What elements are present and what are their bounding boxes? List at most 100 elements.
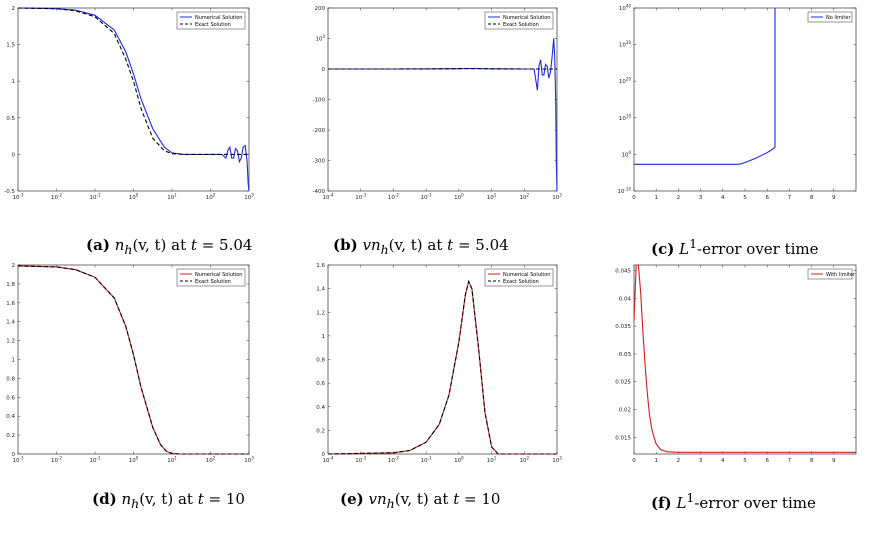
legend-label: Numerical Solution [195,15,242,21]
x-tick-label: 10-1 [90,193,101,202]
legend-label: Numerical Solution [503,272,550,278]
x-tick-label: 7 [788,195,792,201]
legend-label: Exact Solution [503,279,539,285]
legend-box [176,11,246,30]
x-tick-label: 9 [832,458,836,464]
y-tick-label: 0.035 [615,324,631,330]
y-tick-label: 2 [12,263,16,269]
y-tick-label: 1 [12,79,16,85]
legend-label: Numerical Solution [503,15,550,21]
y-tick-label: 10-10 [617,187,631,196]
legend-box [807,11,853,23]
x-tick-label: 10-3 [13,456,24,465]
y-tick-label: 0.025 [615,380,631,386]
x-tick-label: 4 [721,458,725,464]
x-tick-label: 100 [454,456,464,465]
legend-label: Numerical Solution [195,272,242,278]
y-tick-label: 0 [322,452,326,458]
plot-area [327,7,558,192]
x-tick-label: 100 [454,193,464,202]
x-tick-label: 10-1 [421,193,432,202]
series-line-no-limiter [634,8,776,165]
chart-panel-c: 0 1 2 3 4 5 6 7 8 9 10-10 100 1010 1020 1030 1040 No lim… [617,4,857,201]
x-tick-label: 1 [654,458,658,464]
x-tick-label: 103 [244,193,254,202]
y-tick-label: 1.4 [316,287,325,293]
y-tick-label: 0.4 [6,414,15,420]
y-tick-label: 1030 [619,40,632,49]
x-tick-label: 102 [206,193,216,202]
y-tick-label: 0.015 [615,435,631,441]
legend: No limiter [807,11,853,23]
y-tick-label: 0.2 [6,433,15,439]
caption-e: (e) vnh(v, t) at t = 10 [340,490,501,511]
caption-c: (c) L1-error over time [651,236,819,258]
x-tick-label: 10-2 [388,456,399,465]
legend: With limiter [807,268,856,280]
y-tick-label: 1.2 [316,310,325,316]
y-tick-label: -200 [313,128,326,134]
chart-panel-f: 0 1 2 3 4 5 6 7 8 9 0.015 0.02 0.025 0.03 0.035 0.04 0.0… [615,264,857,464]
plot-area [633,7,857,192]
caption-b: (b) vnh(v, t) at t = 5.04 [333,236,509,257]
y-tick-label: 0.4 [316,405,325,411]
chart-panel-d: 10-3 10-2 10-1 100 101 102 103 0 0.2 0.4 0.6 0.8 1 1.… [6,263,254,464]
y-tick-label: 0.5 [6,116,15,122]
y-tick-label: 1.6 [316,263,325,269]
y-tick-label: 0 [12,152,16,158]
y-tick-label: 100 [315,34,325,43]
y-tick-label: 1.5 [6,43,15,49]
y-tick-label: 0.8 [6,376,15,382]
series-line-exact-solution [17,265,249,455]
caption-d: (d) nh(v, t) at t = 10 [92,490,245,511]
y-tick-label: 1.2 [6,339,15,345]
legend-box [176,268,246,287]
y-tick-label: 200 [315,6,326,12]
series-line-with-limiter [633,264,856,453]
x-tick-label: 10-2 [388,193,399,202]
x-tick-label: 9 [832,195,836,201]
x-tick-label: 4 [721,195,725,201]
legend-label: Exact Solution [503,22,539,28]
plot-area [17,7,250,192]
x-tick-label: 5 [743,195,747,201]
y-tick-label: 1.6 [6,301,15,307]
legend-label: With limiter [826,272,856,278]
plot-area [17,264,250,455]
legend-box [484,268,554,287]
x-tick-label: 0 [632,195,636,201]
x-tick-label: 100 [129,456,139,465]
chart-panel-e: 10-4 10-3 10-2 10-1 100 101 102 103 0 0.2 0.4 0.6 0.… [316,263,562,464]
caption-a: (a) nh(v, t) at t = 5.04 [86,236,253,257]
x-tick-label: 103 [552,193,562,202]
y-tick-label: 1 [12,358,16,364]
legend-label: No limiter [826,15,851,21]
y-tick-label: 1040 [619,4,632,13]
y-tick-label: 0 [12,452,16,458]
x-tick-label: 100 [129,193,139,202]
x-tick-label: 2 [677,195,681,201]
x-tick-label: 7 [788,458,792,464]
y-tick-label: 1.4 [6,320,15,326]
legend-label: Exact Solution [195,22,231,28]
x-tick-label: 3 [699,195,703,201]
series-line-numerical-solution [17,7,250,192]
series-line-exact-solution [328,67,557,70]
y-tick-label: 0.02 [619,408,631,414]
plot-area [327,264,558,455]
y-tick-label: 0.6 [6,395,15,401]
y-tick-label: -400 [313,189,326,195]
x-tick-label: 10-1 [421,456,432,465]
x-tick-label: 8 [810,195,814,201]
y-tick-label: 0 [322,67,326,73]
y-tick-label: 1020 [619,77,632,86]
y-tick-label: 2 [12,6,16,12]
chart-panel-b: 10-4 10-3 10-2 10-1 100 101 102 103 -400 -300 -200… [313,6,563,201]
y-tick-label: 0.6 [316,381,325,387]
x-tick-label: 10-2 [51,456,62,465]
y-tick-label: 0.04 [619,296,632,302]
y-tick-label: 1 [322,334,326,340]
